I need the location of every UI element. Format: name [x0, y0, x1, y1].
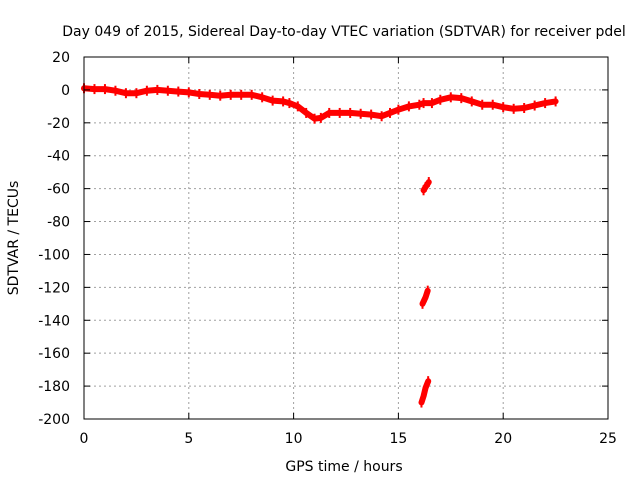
y-axis-label: SDTVAR / TECUs [6, 181, 22, 296]
series-line [81, 85, 559, 122]
y-tick-label: -20 [47, 116, 70, 132]
plot-frame [83, 56, 609, 420]
y-tick-label: -60 [47, 182, 70, 198]
y-tick-label: -120 [38, 280, 70, 296]
x-tick-label: 10 [285, 431, 303, 447]
y-tick-label: -200 [38, 412, 70, 428]
y-tick-label: -140 [38, 313, 70, 329]
series-1 [420, 177, 432, 196]
axis-ticks: 0 5 10 15 20 25 20 0 -20 -40 -60 -80 -100 -120 -140 -16… [38, 50, 617, 447]
series-line [418, 378, 432, 406]
x-tick-label: 15 [389, 431, 407, 447]
y-tick-label: -80 [47, 215, 70, 231]
series-2 [419, 285, 431, 309]
x-tick-label: 25 [599, 431, 617, 447]
y-tick-label: -40 [47, 149, 70, 165]
series-3 [418, 376, 432, 408]
y-tick-label: -180 [38, 379, 70, 395]
x-tick-label: 0 [80, 431, 89, 447]
x-tick-label: 5 [184, 431, 193, 447]
y-tick-label: -160 [38, 346, 70, 362]
x-axis-label: GPS time / hours [285, 459, 402, 475]
x-tick-label: 20 [494, 431, 512, 447]
y-tick-label: -100 [38, 247, 70, 263]
data-series [81, 83, 559, 408]
grid [84, 57, 608, 419]
y-tick-label: 20 [52, 50, 70, 66]
chart-title: Day 049 of 2015, Sidereal Day-to-day VTE… [62, 24, 626, 40]
y-tick-label: 0 [61, 83, 70, 99]
series-0 [81, 83, 559, 124]
